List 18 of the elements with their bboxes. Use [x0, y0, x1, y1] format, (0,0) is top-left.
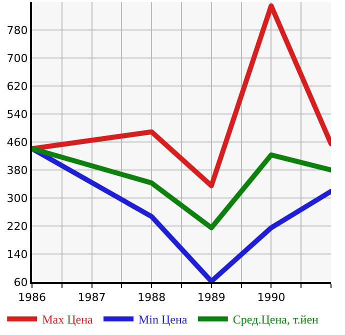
- y-tick-label: 220: [6, 220, 28, 233]
- legend-label: Min Цена: [138, 312, 188, 327]
- y-tick-label: 540: [6, 108, 28, 121]
- y-tick-label: 380: [6, 164, 28, 177]
- y-tick-label: 620: [6, 80, 28, 93]
- y-tick-label: 300: [6, 192, 28, 205]
- y-tick-label: 140: [6, 248, 28, 261]
- legend-label: Сред.Цена, т.йен: [232, 312, 320, 327]
- x-tick-label: 1989: [197, 291, 226, 304]
- y-tick-label: 780: [6, 24, 28, 37]
- y-tick-label: 460: [6, 136, 28, 149]
- y-tick-label: 60: [14, 276, 28, 289]
- x-tick-label: 1990: [257, 291, 286, 304]
- x-tick-label: 1987: [78, 291, 106, 304]
- y-tick-label: 700: [6, 52, 28, 65]
- legend-label: Max Цена: [42, 312, 94, 327]
- x-tick-label: 1988: [138, 291, 166, 304]
- x-tick-label: 1986: [18, 291, 46, 304]
